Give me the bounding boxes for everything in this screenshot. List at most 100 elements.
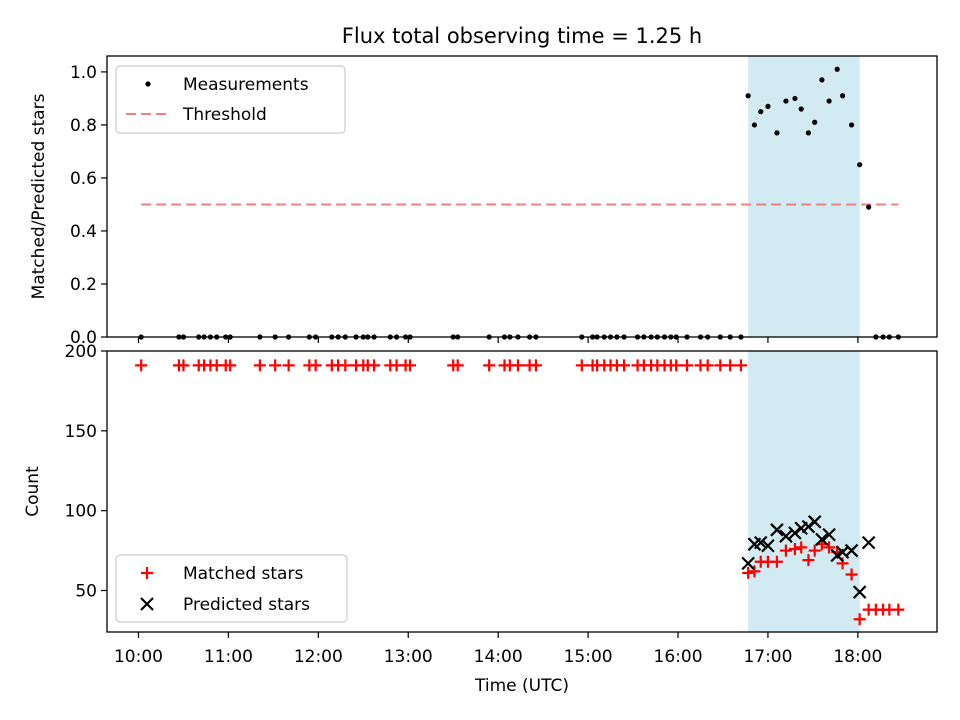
matched-star-point xyxy=(269,359,282,372)
top-x-ticks xyxy=(137,337,859,343)
predicted-star-point xyxy=(779,529,793,543)
measurement-point xyxy=(798,106,804,112)
matched-star-point xyxy=(511,359,524,372)
matched-star-point xyxy=(529,359,542,372)
measurement-point xyxy=(751,122,758,128)
matched-star-point xyxy=(135,359,148,372)
matched-star-point xyxy=(748,565,761,578)
matched-star-point xyxy=(795,541,808,554)
legend-swatch-matched-stars xyxy=(141,567,153,579)
legend-swatch-predicted-stars xyxy=(140,597,154,611)
measurement-point xyxy=(758,109,764,115)
top-y-axis-label: Matched/Predicted stars xyxy=(29,93,49,299)
measurement-point xyxy=(839,93,846,99)
matched-star-point xyxy=(253,359,266,372)
predicted-stars-points xyxy=(741,515,876,599)
y-tick-label: 200 xyxy=(65,342,97,362)
x-tick-label: 15:00 xyxy=(564,647,613,667)
y-tick-label: 1.0 xyxy=(70,63,97,83)
matched-star-point xyxy=(224,359,237,372)
measurement-point xyxy=(792,95,798,102)
bottom-legend: Matched stars Predicted stars xyxy=(115,554,348,623)
legend-swatch-measurements xyxy=(145,81,151,87)
y-tick-label: 150 xyxy=(65,422,97,442)
predicted-star-point xyxy=(761,539,775,553)
y-tick-label: 50 xyxy=(75,581,97,601)
matched-star-point xyxy=(892,603,905,616)
y-tick-label: 0.2 xyxy=(70,275,97,295)
predicted-star-point xyxy=(753,535,768,550)
y-tick-label: 100 xyxy=(65,502,97,522)
measurement-point xyxy=(826,98,832,104)
top-panel: 0.0 0.2 0.4 0.6 0.8 1.0 Matched/Predicted sta… xyxy=(29,55,938,348)
predicted-star-point xyxy=(741,556,755,571)
x-tick-label: 10:00 xyxy=(114,647,163,667)
matched-stars-points xyxy=(135,359,905,626)
bottom-x-axis: 10:00 11:00 12:00 13:00 14:00 15:00 16:00 17:00… xyxy=(114,632,882,667)
y-tick-label: 0.0 xyxy=(70,328,97,348)
x-tick-label: 13:00 xyxy=(384,647,433,667)
measurement-point xyxy=(819,77,825,83)
matched-star-point xyxy=(770,555,783,568)
measurement-point xyxy=(774,130,780,136)
top-shaded-span xyxy=(748,56,860,337)
y-tick-label: 0.8 xyxy=(70,116,97,136)
x-tick-label: 18:00 xyxy=(833,647,882,667)
matched-star-point xyxy=(681,359,694,372)
matched-star-point xyxy=(177,359,190,372)
legend-predicted-marker xyxy=(140,597,154,611)
matched-star-point xyxy=(368,359,381,372)
legend-label-predicted-stars: Predicted stars xyxy=(183,595,310,615)
matched-star-point xyxy=(742,566,755,579)
measurement-point xyxy=(866,204,872,210)
predicted-star-point xyxy=(844,543,859,558)
measurement-point xyxy=(805,130,812,136)
measurement-point xyxy=(848,122,855,128)
matched-star-point xyxy=(339,359,352,372)
measurement-point xyxy=(834,66,840,72)
matched-star-point xyxy=(451,359,464,372)
measurement-point xyxy=(745,93,751,99)
matched-star-point xyxy=(309,359,322,372)
matched-star-point xyxy=(404,359,417,372)
y-tick-label: 0.4 xyxy=(70,222,97,242)
predicted-star-point xyxy=(807,515,822,529)
matched-star-point xyxy=(808,544,821,557)
bottom-panel: 50 100 150 200 10:00 11:00 12:00 13:00 14:00 15:… xyxy=(23,342,938,696)
matched-star-point xyxy=(670,359,683,372)
top-axes-frame xyxy=(106,55,938,338)
matched-star-point xyxy=(282,359,295,372)
predicted-star-point xyxy=(861,535,876,550)
bottom-shaded-span xyxy=(748,351,860,632)
x-tick-label: 17:00 xyxy=(743,647,792,667)
x-tick-label: 12:00 xyxy=(294,647,343,667)
bottom-x-axis-label: Time (UTC) xyxy=(474,676,569,696)
matched-star-point xyxy=(483,359,496,372)
top-y-axis: 0.0 0.2 0.4 0.6 0.8 1.0 xyxy=(70,63,107,348)
predicted-star-point xyxy=(770,523,784,537)
measurement-point xyxy=(783,98,789,104)
matched-star-point xyxy=(853,613,866,626)
bottom-legend-box xyxy=(115,554,348,623)
matched-star-point xyxy=(779,544,792,557)
y-tick-label: 0.6 xyxy=(70,169,97,189)
x-tick-label: 11:00 xyxy=(204,647,253,667)
top-legend: Measurements Threshold xyxy=(115,65,346,134)
bottom-y-axis-label: Count xyxy=(23,466,43,517)
measurement-point xyxy=(765,103,771,109)
legend-matched-marker xyxy=(141,567,153,579)
matched-star-point xyxy=(845,568,858,581)
matched-star-point xyxy=(701,359,714,372)
matched-star-point xyxy=(724,359,737,372)
bottom-axes-frame xyxy=(106,350,938,633)
legend-label-matched-stars: Matched stars xyxy=(183,564,303,584)
predicted-star-point xyxy=(815,532,829,547)
measurement-point xyxy=(857,162,863,168)
chart-title: Flux total observing time = 1.25 h xyxy=(342,24,702,48)
bottom-y-axis: 50 100 150 200 xyxy=(65,342,107,601)
matched-star-point xyxy=(575,359,588,372)
x-tick-label: 14:00 xyxy=(474,647,523,667)
predicted-star-point xyxy=(852,585,867,599)
matched-star-point xyxy=(618,359,631,372)
